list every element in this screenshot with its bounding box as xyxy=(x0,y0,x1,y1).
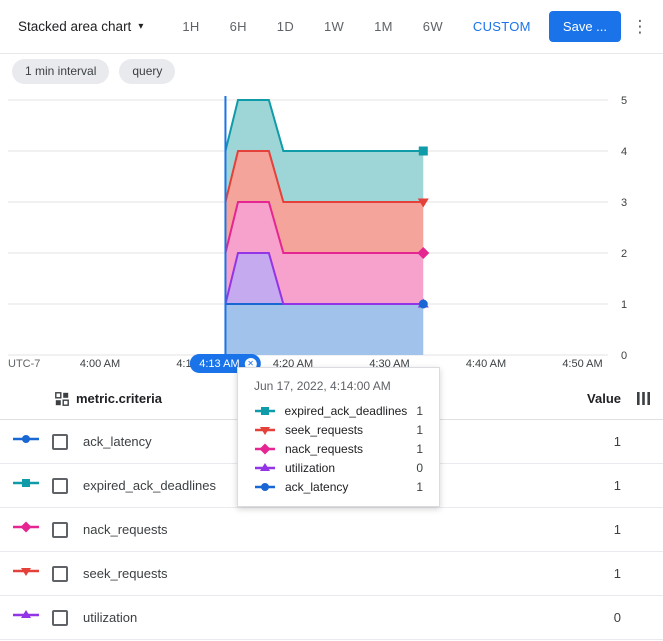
tooltip-row-seek_requests: seek_requests 1 xyxy=(238,420,439,439)
tooltip-series-value: 1 xyxy=(416,403,423,418)
tooltip-row-expired_ack_deadlines: expired_ack_deadlines 1 xyxy=(238,401,439,420)
x-axis-tick: 4:00 AM xyxy=(80,358,120,370)
row-metric-name: ack_latency xyxy=(83,434,152,449)
crosshair-time-label: 4:13 AM xyxy=(199,357,240,370)
more-options-icon[interactable]: ⋮ xyxy=(631,16,649,36)
row-legend-icon-wrap xyxy=(12,520,40,539)
chart-type-label: Stacked area chart xyxy=(18,19,132,34)
x-axis-tick: 4:40 AM xyxy=(466,358,506,370)
range-button-1m[interactable]: 1M xyxy=(359,9,408,44)
row-metric-name: utilization xyxy=(83,610,138,625)
row-checkbox[interactable] xyxy=(52,565,68,582)
chip-query[interactable]: query xyxy=(119,58,176,84)
value-column-header: Value xyxy=(587,391,621,406)
area-utilization xyxy=(225,253,424,304)
utilization-legend-icon xyxy=(13,610,39,618)
tooltip-row-utilization: utilization 0 xyxy=(238,458,439,477)
range-button-custom[interactable]: CUSTOM xyxy=(458,9,546,44)
tooltip-series-name: utilization xyxy=(285,460,336,475)
row-metric-name: nack_requests xyxy=(83,522,168,537)
row-value: 1 xyxy=(613,522,621,537)
table-row-seek_requests[interactable]: seek_requests 1 xyxy=(0,552,663,596)
utilization-legend-icon xyxy=(255,462,275,471)
range-button-6h[interactable]: 6H xyxy=(215,9,262,44)
tooltip-rows: expired_ack_deadlines 1 seek_requests 1 nack… xyxy=(238,401,439,496)
range-button-1d[interactable]: 1D xyxy=(262,9,309,44)
y-axis-tick: 3 xyxy=(621,197,627,209)
row-checkbox[interactable] xyxy=(52,433,68,450)
grid-icon[interactable] xyxy=(55,391,69,406)
row-value: 1 xyxy=(613,434,621,449)
chip-1-min-interval[interactable]: 1 min interval xyxy=(12,58,110,84)
area-ack_latency xyxy=(225,304,424,355)
row-value: 1 xyxy=(613,566,621,581)
time-range-buttons: 1H 6H 1D 1W 1M 6W CUSTOM xyxy=(167,9,545,44)
tooltip-row-nack_requests: nack_requests 1 xyxy=(238,439,439,458)
nack_requests-legend-icon xyxy=(255,443,275,454)
tooltip-timestamp: Jun 17, 2022, 4:14:00 AM xyxy=(254,379,391,393)
chart-tooltip: Jun 17, 2022, 4:14:00 AM expired_ack_dea… xyxy=(237,367,440,507)
toolbar: Stacked area chart ▾ 1H 6H 1D 1W 1M 6W CUSTOM … xyxy=(0,0,663,54)
filter-chips: 1 min interval query xyxy=(0,54,663,88)
tooltip-row-ack_latency: ack_latency 1 xyxy=(238,477,439,496)
utc-offset-label: UTC-7 xyxy=(8,358,40,370)
tooltip-series-name: ack_latency xyxy=(285,479,349,494)
marker-expired_ack_deadlines xyxy=(418,146,428,156)
marker-nack_requests xyxy=(417,247,430,259)
y-axis-tick: 0 xyxy=(621,350,627,362)
row-legend-icon-wrap xyxy=(12,564,40,583)
y-axis-tick: 1 xyxy=(621,299,627,311)
line-utilization xyxy=(224,252,424,305)
expired_ack_deadlines-legend-icon xyxy=(13,479,39,487)
y-axis-tick: 4 xyxy=(621,146,627,158)
tooltip-series-name: expired_ack_deadlines xyxy=(284,403,408,418)
range-button-1w[interactable]: 1W xyxy=(309,9,359,44)
table-row-nack_requests[interactable]: nack_requests 1 xyxy=(0,508,663,552)
tooltip-series-value: 1 xyxy=(416,479,423,494)
x-axis-tick: 4:50 AM xyxy=(562,358,602,370)
row-checkbox[interactable] xyxy=(52,609,68,626)
metric-column-header: metric.criteria xyxy=(76,391,162,406)
tooltip-series-value: 1 xyxy=(416,441,423,456)
row-value: 0 xyxy=(613,610,621,625)
row-legend-icon-wrap xyxy=(12,608,40,627)
chart-type-dropdown[interactable]: Stacked area chart ▾ xyxy=(10,13,151,40)
ack_latency-legend-icon xyxy=(13,435,39,443)
chevron-down-icon: ▾ xyxy=(138,21,144,32)
table-row-utilization[interactable]: utilization 0 xyxy=(0,596,663,640)
expired_ack_deadlines-legend-icon xyxy=(255,406,275,415)
line-seek_requests xyxy=(224,150,424,203)
tooltip-series-name: seek_requests xyxy=(285,422,364,437)
line-nack_requests xyxy=(224,201,424,254)
row-checkbox[interactable] xyxy=(52,477,68,494)
row-metric-name: expired_ack_deadlines xyxy=(83,478,216,493)
table-row-expired_ack_deadlines[interactable]: expired_ack_deadlines 1 xyxy=(0,464,663,508)
seek_requests-legend-icon xyxy=(13,568,39,576)
row-legend-icon-wrap xyxy=(12,476,40,495)
seek_requests-legend-icon xyxy=(255,426,275,435)
marker-seek_requests xyxy=(417,198,429,208)
line-expired_ack_deadlines xyxy=(224,99,424,152)
tooltip-series-value: 0 xyxy=(416,460,423,475)
tooltip-series-name: nack_requests xyxy=(285,441,364,456)
range-button-1h[interactable]: 1H xyxy=(167,9,214,44)
marker-ack_latency xyxy=(418,299,428,309)
row-metric-name: seek_requests xyxy=(83,566,168,581)
ack_latency-legend-icon xyxy=(255,482,275,491)
row-value: 1 xyxy=(613,478,621,493)
nack_requests-legend-icon xyxy=(13,521,39,533)
y-axis-tick: 5 xyxy=(621,95,627,107)
row-legend-icon-wrap xyxy=(12,432,40,451)
save-button[interactable]: Save ... xyxy=(548,11,621,42)
crosshair-close-icon[interactable]: ✕ xyxy=(244,357,257,370)
columns-icon[interactable] xyxy=(637,392,651,405)
row-checkbox[interactable] xyxy=(52,521,68,538)
tooltip-series-value: 1 xyxy=(416,422,423,437)
range-button-6w[interactable]: 6W xyxy=(408,9,458,44)
y-axis-tick: 2 xyxy=(621,248,627,260)
